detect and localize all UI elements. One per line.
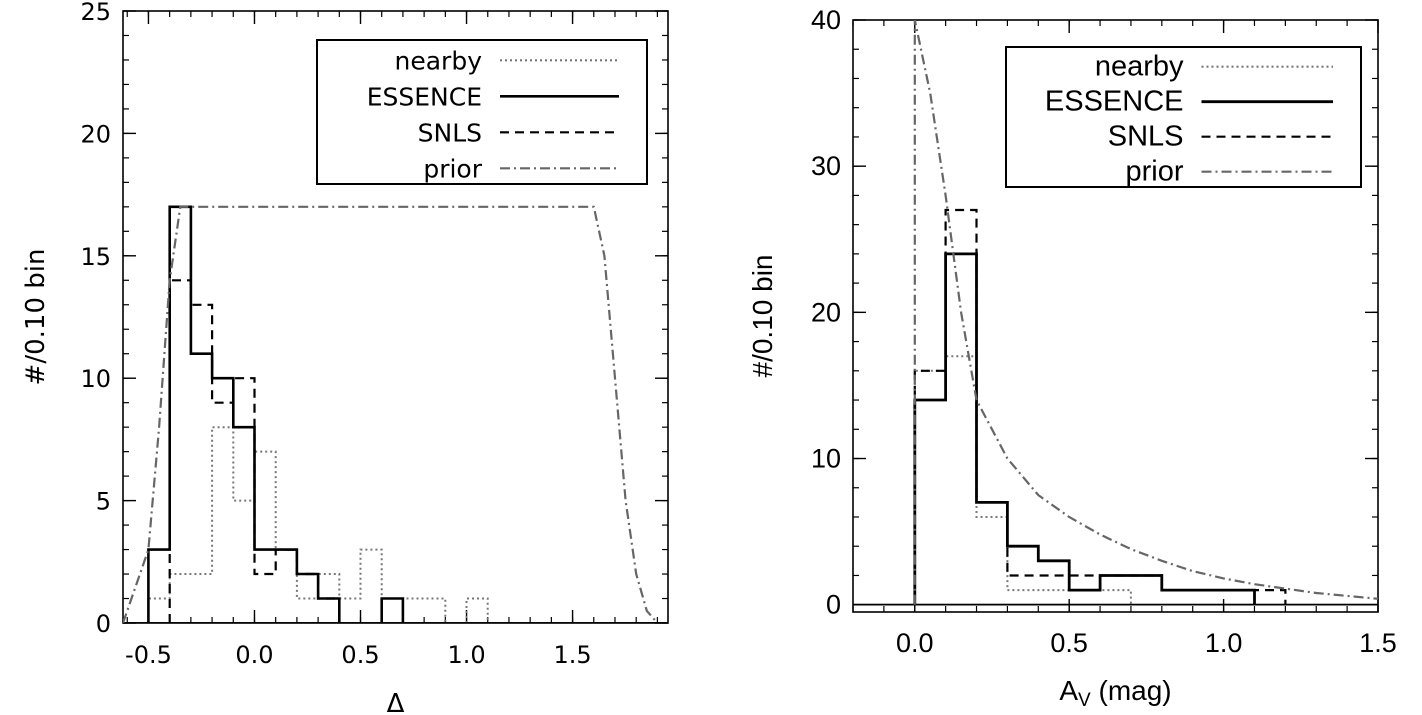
legend-box	[316, 39, 648, 185]
series-nearby-line	[913, 355, 1132, 605]
x-axis-title: AV (mag)	[1059, 675, 1171, 711]
x-tick-label: 1.0	[1205, 628, 1243, 658]
series-snls-line	[913, 208, 1287, 605]
y-axis-title: #/0.10 bin	[21, 249, 51, 386]
y-tick-label: 15	[80, 243, 111, 271]
y-tick-label: 10	[811, 444, 841, 474]
legend-label-prior: prior	[1125, 156, 1183, 188]
right-panel: 0 10 20 30 40 0.0 0.5 1.0 1.5 #/0.10 bin AV (mag) n…	[747, 5, 1397, 711]
legend-box	[1005, 46, 1362, 188]
y-tick-label: 40	[811, 5, 841, 35]
legend-label-nearby: nearby	[1095, 51, 1184, 83]
left-panel: 0 5 10 15 20 25 -0.5 0.0 0.5 1.0 1.5 #/0.10 bin Δnea…	[21, 0, 669, 715]
y-tick-label: 5	[96, 488, 111, 516]
series-essence-line	[913, 252, 1256, 605]
plot-frame	[852, 19, 1379, 613]
data-layer	[853, 20, 1378, 606]
x-axis-title-suffix: (mag)	[1091, 675, 1172, 706]
x-tick-label: 0.0	[896, 628, 934, 658]
y-tick-label: 0	[826, 590, 841, 620]
y-tick-label: 20	[80, 120, 111, 148]
legend-label-snls: SNLS	[1108, 121, 1184, 153]
legend-label-nearby: nearby	[395, 46, 483, 75]
series-nearby-line	[147, 426, 489, 623]
y-tick-label: 25	[80, 0, 111, 26]
y-tick-label: 10	[80, 365, 111, 393]
x-tick-label: 0.5	[341, 641, 379, 669]
legend: nearby ESSENCE SNLS prior	[316, 39, 648, 185]
x-tick-label: 0.5	[1050, 628, 1088, 658]
y-tick-label: 20	[811, 297, 841, 327]
y-tick-label: 30	[811, 151, 841, 181]
x-tick-label: 1.5	[553, 641, 591, 669]
x-tick-label: 1.0	[447, 641, 485, 669]
series-prior-line	[913, 20, 1378, 605]
y-tick-label: 0	[96, 610, 111, 638]
legend-label-snls: SNLS	[418, 118, 482, 147]
x-tick-label: 1.5	[1359, 628, 1397, 658]
x-axis-title: Δ	[387, 689, 405, 715]
data-layer	[123, 205, 668, 623]
series-snls-line	[168, 279, 341, 623]
series-prior-line	[123, 205, 659, 623]
x-axis-title-subscript: V	[1078, 690, 1091, 711]
legend-label-prior: prior	[423, 154, 482, 183]
legend-label-essence: ESSENCE	[1045, 86, 1184, 118]
series-essence-line	[147, 205, 405, 623]
legend-label-essence: ESSENCE	[367, 82, 482, 111]
x-tick-label: -0.5	[125, 641, 172, 669]
x-tick-label: 0.0	[235, 641, 273, 669]
y-axis-title: #/0.10 bin	[747, 255, 778, 378]
